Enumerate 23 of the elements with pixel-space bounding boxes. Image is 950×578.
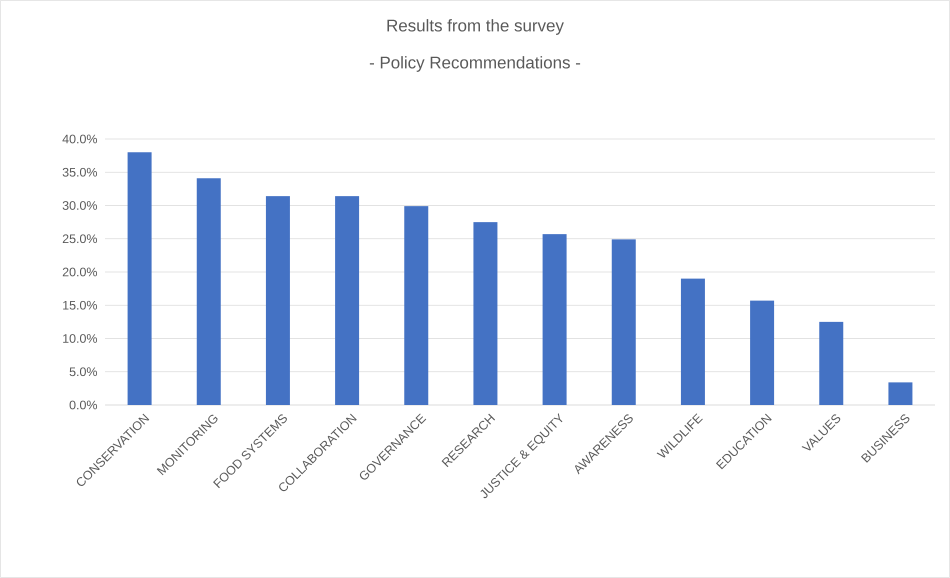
chart-title: Results from the survey (387, 19, 564, 35)
bar (680, 278, 705, 405)
bar (750, 300, 774, 405)
y-tick-label: 10.0% (63, 334, 98, 343)
y-tick-label: 0.0% (70, 400, 98, 410)
bar (266, 196, 290, 405)
bar (473, 222, 498, 405)
bar (196, 178, 221, 405)
y-tick-label: 20.0% (62, 268, 98, 276)
bar (404, 206, 428, 405)
y-tick-label: 30.0% (62, 201, 98, 210)
y-tick-label: 40.0% (62, 134, 98, 144)
chart-subtitle: - Policy Recommendations - (370, 56, 580, 72)
y-tick-label: 35.0% (62, 168, 98, 177)
bar (888, 382, 912, 405)
bar (612, 239, 636, 405)
bar (335, 196, 360, 405)
y-tick-label: 5.0% (70, 367, 98, 376)
bar (542, 234, 567, 405)
y-tick-label: 25.0% (62, 234, 98, 244)
bar (128, 152, 152, 405)
bar (819, 322, 844, 405)
y-tick-label: 15.0% (63, 300, 98, 310)
